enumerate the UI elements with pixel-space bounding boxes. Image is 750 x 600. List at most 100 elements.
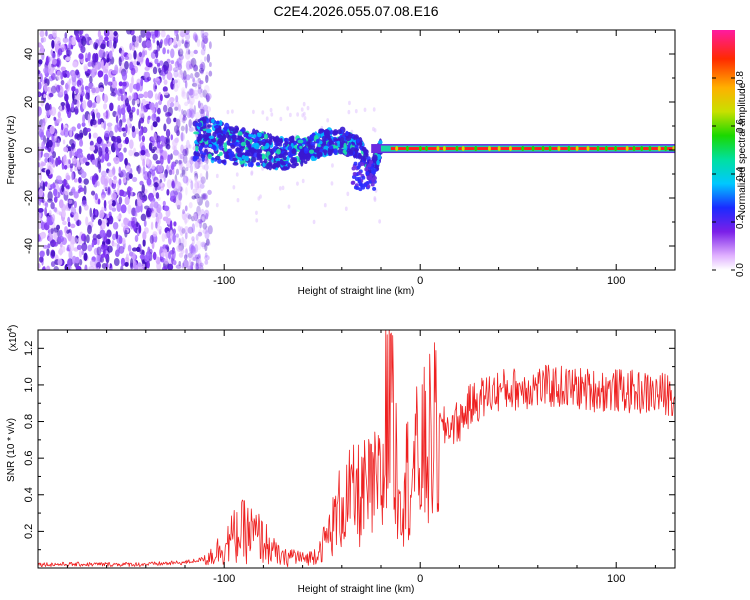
- noise-cell: [180, 161, 184, 171]
- noise-cell: [150, 210, 157, 218]
- noise-cell: [73, 178, 78, 183]
- noise-cell: [61, 184, 65, 193]
- noise-cell: [165, 128, 171, 138]
- signal-cell: [224, 122, 230, 130]
- faint-cell: [323, 203, 327, 208]
- noise-cell: [187, 252, 193, 259]
- signal-cell: [356, 165, 361, 170]
- noise-cell: [71, 85, 76, 92]
- noise-cell: [71, 102, 75, 112]
- signal-cell: [279, 137, 283, 144]
- noise-cell: [58, 235, 65, 243]
- noise-cell: [209, 61, 212, 67]
- noise-cell: [115, 115, 119, 124]
- noise-cell: [194, 35, 198, 43]
- signal-cell: [371, 170, 376, 175]
- noise-cell: [92, 52, 97, 63]
- snr-ytick-label: 0.2: [23, 524, 35, 539]
- noise-cell: [121, 117, 127, 123]
- faint-cell: [347, 109, 351, 115]
- noise-cell: [87, 113, 91, 124]
- faint-cell: [312, 219, 316, 225]
- noise-cell: [204, 252, 208, 258]
- noise-cell: [39, 250, 45, 258]
- noise-cell: [50, 250, 56, 257]
- signal-cell: [197, 121, 203, 128]
- noise-cell: [130, 258, 134, 268]
- noise-cell: [118, 245, 125, 254]
- noise-cell: [63, 164, 68, 170]
- noise-cell: [193, 160, 198, 170]
- snr-xlabel: Height of straight line (km): [298, 584, 415, 595]
- noise-cell: [174, 235, 180, 245]
- noise-cell: [182, 116, 188, 121]
- noise-cell: [76, 123, 81, 130]
- carrier-cell: [657, 146, 661, 152]
- signal-cell: [237, 131, 243, 136]
- noise-cell: [194, 80, 198, 89]
- noise-cell: [173, 260, 177, 266]
- noise-cell: [180, 90, 186, 98]
- noise-cell: [200, 88, 204, 94]
- noise-cell: [78, 30, 84, 35]
- noise-cell: [201, 39, 205, 50]
- noise-cell: [175, 168, 180, 176]
- signal-cell: [227, 134, 232, 142]
- noise-cell: [186, 176, 189, 186]
- noise-cell: [91, 85, 97, 96]
- signal-cell: [345, 130, 349, 137]
- noise-cell: [185, 167, 189, 172]
- carrier-cell: [461, 146, 465, 152]
- noise-cell: [152, 121, 158, 128]
- noise-cell: [176, 192, 182, 201]
- faint-cell: [288, 112, 292, 118]
- faint-cell: [230, 109, 234, 114]
- noise-cell: [107, 186, 111, 195]
- noise-cell: [184, 168, 188, 179]
- noise-cell: [178, 252, 184, 258]
- signal-cell: [367, 163, 372, 168]
- noise-cell: [71, 79, 77, 87]
- noise-cell: [131, 76, 134, 86]
- noise-cell: [175, 233, 179, 238]
- faint-cell: [301, 178, 305, 184]
- noise-cell: [38, 212, 42, 219]
- noise-cell: [182, 154, 188, 164]
- noise-cell: [156, 225, 163, 232]
- noise-cell: [105, 110, 109, 119]
- noise-cell: [183, 238, 187, 248]
- noise-cell: [179, 30, 186, 38]
- noise-cell: [64, 93, 69, 102]
- noise-cell: [198, 228, 203, 236]
- noise-cell: [38, 106, 42, 116]
- noise-cell: [113, 257, 120, 267]
- noise-cell: [203, 37, 208, 45]
- noise-cell: [75, 265, 82, 270]
- noise-cell: [142, 238, 146, 247]
- noise-cell: [136, 98, 140, 105]
- noise-cell: [127, 109, 134, 115]
- noise-cell: [153, 132, 157, 141]
- noise-cell: [71, 150, 75, 157]
- faint-cell: [331, 163, 334, 168]
- signal-cell: [253, 138, 259, 144]
- noise-cell: [189, 164, 194, 174]
- noise-cell: [146, 152, 151, 158]
- noise-cell: [64, 188, 69, 196]
- noise-cell: [184, 217, 187, 225]
- noise-cell: [205, 212, 209, 220]
- noise-cell: [143, 219, 147, 227]
- noise-cell: [75, 33, 80, 41]
- faint-cell: [269, 107, 273, 113]
- faint-cell: [302, 101, 306, 107]
- signal-cell: [337, 148, 344, 155]
- noise-cell: [96, 246, 102, 256]
- noise-cell: [172, 139, 178, 148]
- noise-cell: [51, 58, 58, 65]
- noise-cell: [78, 139, 84, 147]
- signal-cell: [201, 155, 205, 163]
- noise-cell: [199, 179, 205, 185]
- snr-axes: -100 0 100 0.2 0.4 0.6 0.8 1.0 1.2: [23, 329, 675, 585]
- noise-cell: [169, 229, 173, 240]
- noise-cell: [188, 59, 195, 69]
